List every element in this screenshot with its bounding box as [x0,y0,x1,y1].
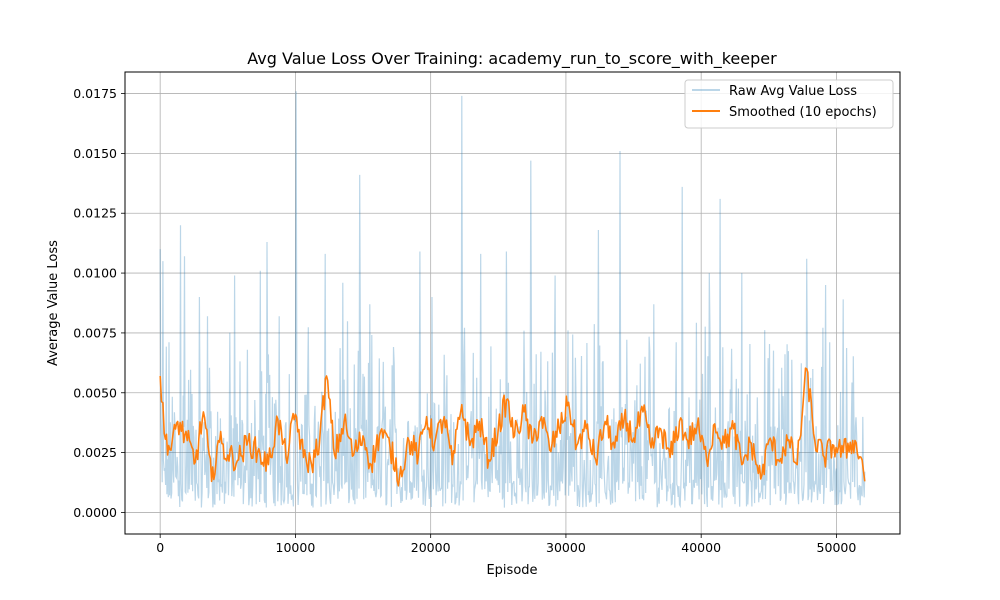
y-tick-label: 0.0100 [73,266,117,281]
y-tick-label: 0.0175 [73,86,117,101]
x-tick-label: 10000 [276,540,316,555]
series-raw-avg-value-loss [159,91,866,509]
chart-title: Avg Value Loss Over Training: academy_ru… [247,49,777,69]
legend-label-raw: Raw Avg Value Loss [729,84,857,99]
raw-series-line [159,91,866,509]
x-tick-label: 30000 [546,540,586,555]
legend-label-smoothed: Smoothed (10 epochs) [729,105,877,120]
smoothed-series-line [159,367,866,487]
x-tick-label: 50000 [817,540,857,555]
y-tick-label: 0.0050 [73,385,117,400]
grid [125,72,900,534]
y-tick-label: 0.0150 [73,146,117,161]
legend-box [684,79,894,129]
y-tick-label: 0.0025 [73,445,117,460]
x-axis-label: Episode [486,563,537,578]
plot-frame [124,71,901,535]
x-tick-label: 0 [156,540,164,555]
y-tick-label: 0.0075 [73,325,117,340]
y-axis-label: Average Value Loss [46,240,61,366]
y-axis: 0.0000 0.0025 0.0050 0.0075 0.0100 0.0125 0.01… [73,86,125,520]
series-smoothed [159,367,866,487]
x-tick-label: 20000 [411,540,451,555]
y-tick-label: 0.0000 [73,505,117,520]
legend: Raw Avg Value Loss Smoothed (10 epochs) [684,79,894,129]
x-tick-label: 40000 [681,540,721,555]
x-axis: 0 10000 20000 30000 40000 50000 [156,534,856,555]
y-tick-label: 0.0125 [73,206,117,221]
